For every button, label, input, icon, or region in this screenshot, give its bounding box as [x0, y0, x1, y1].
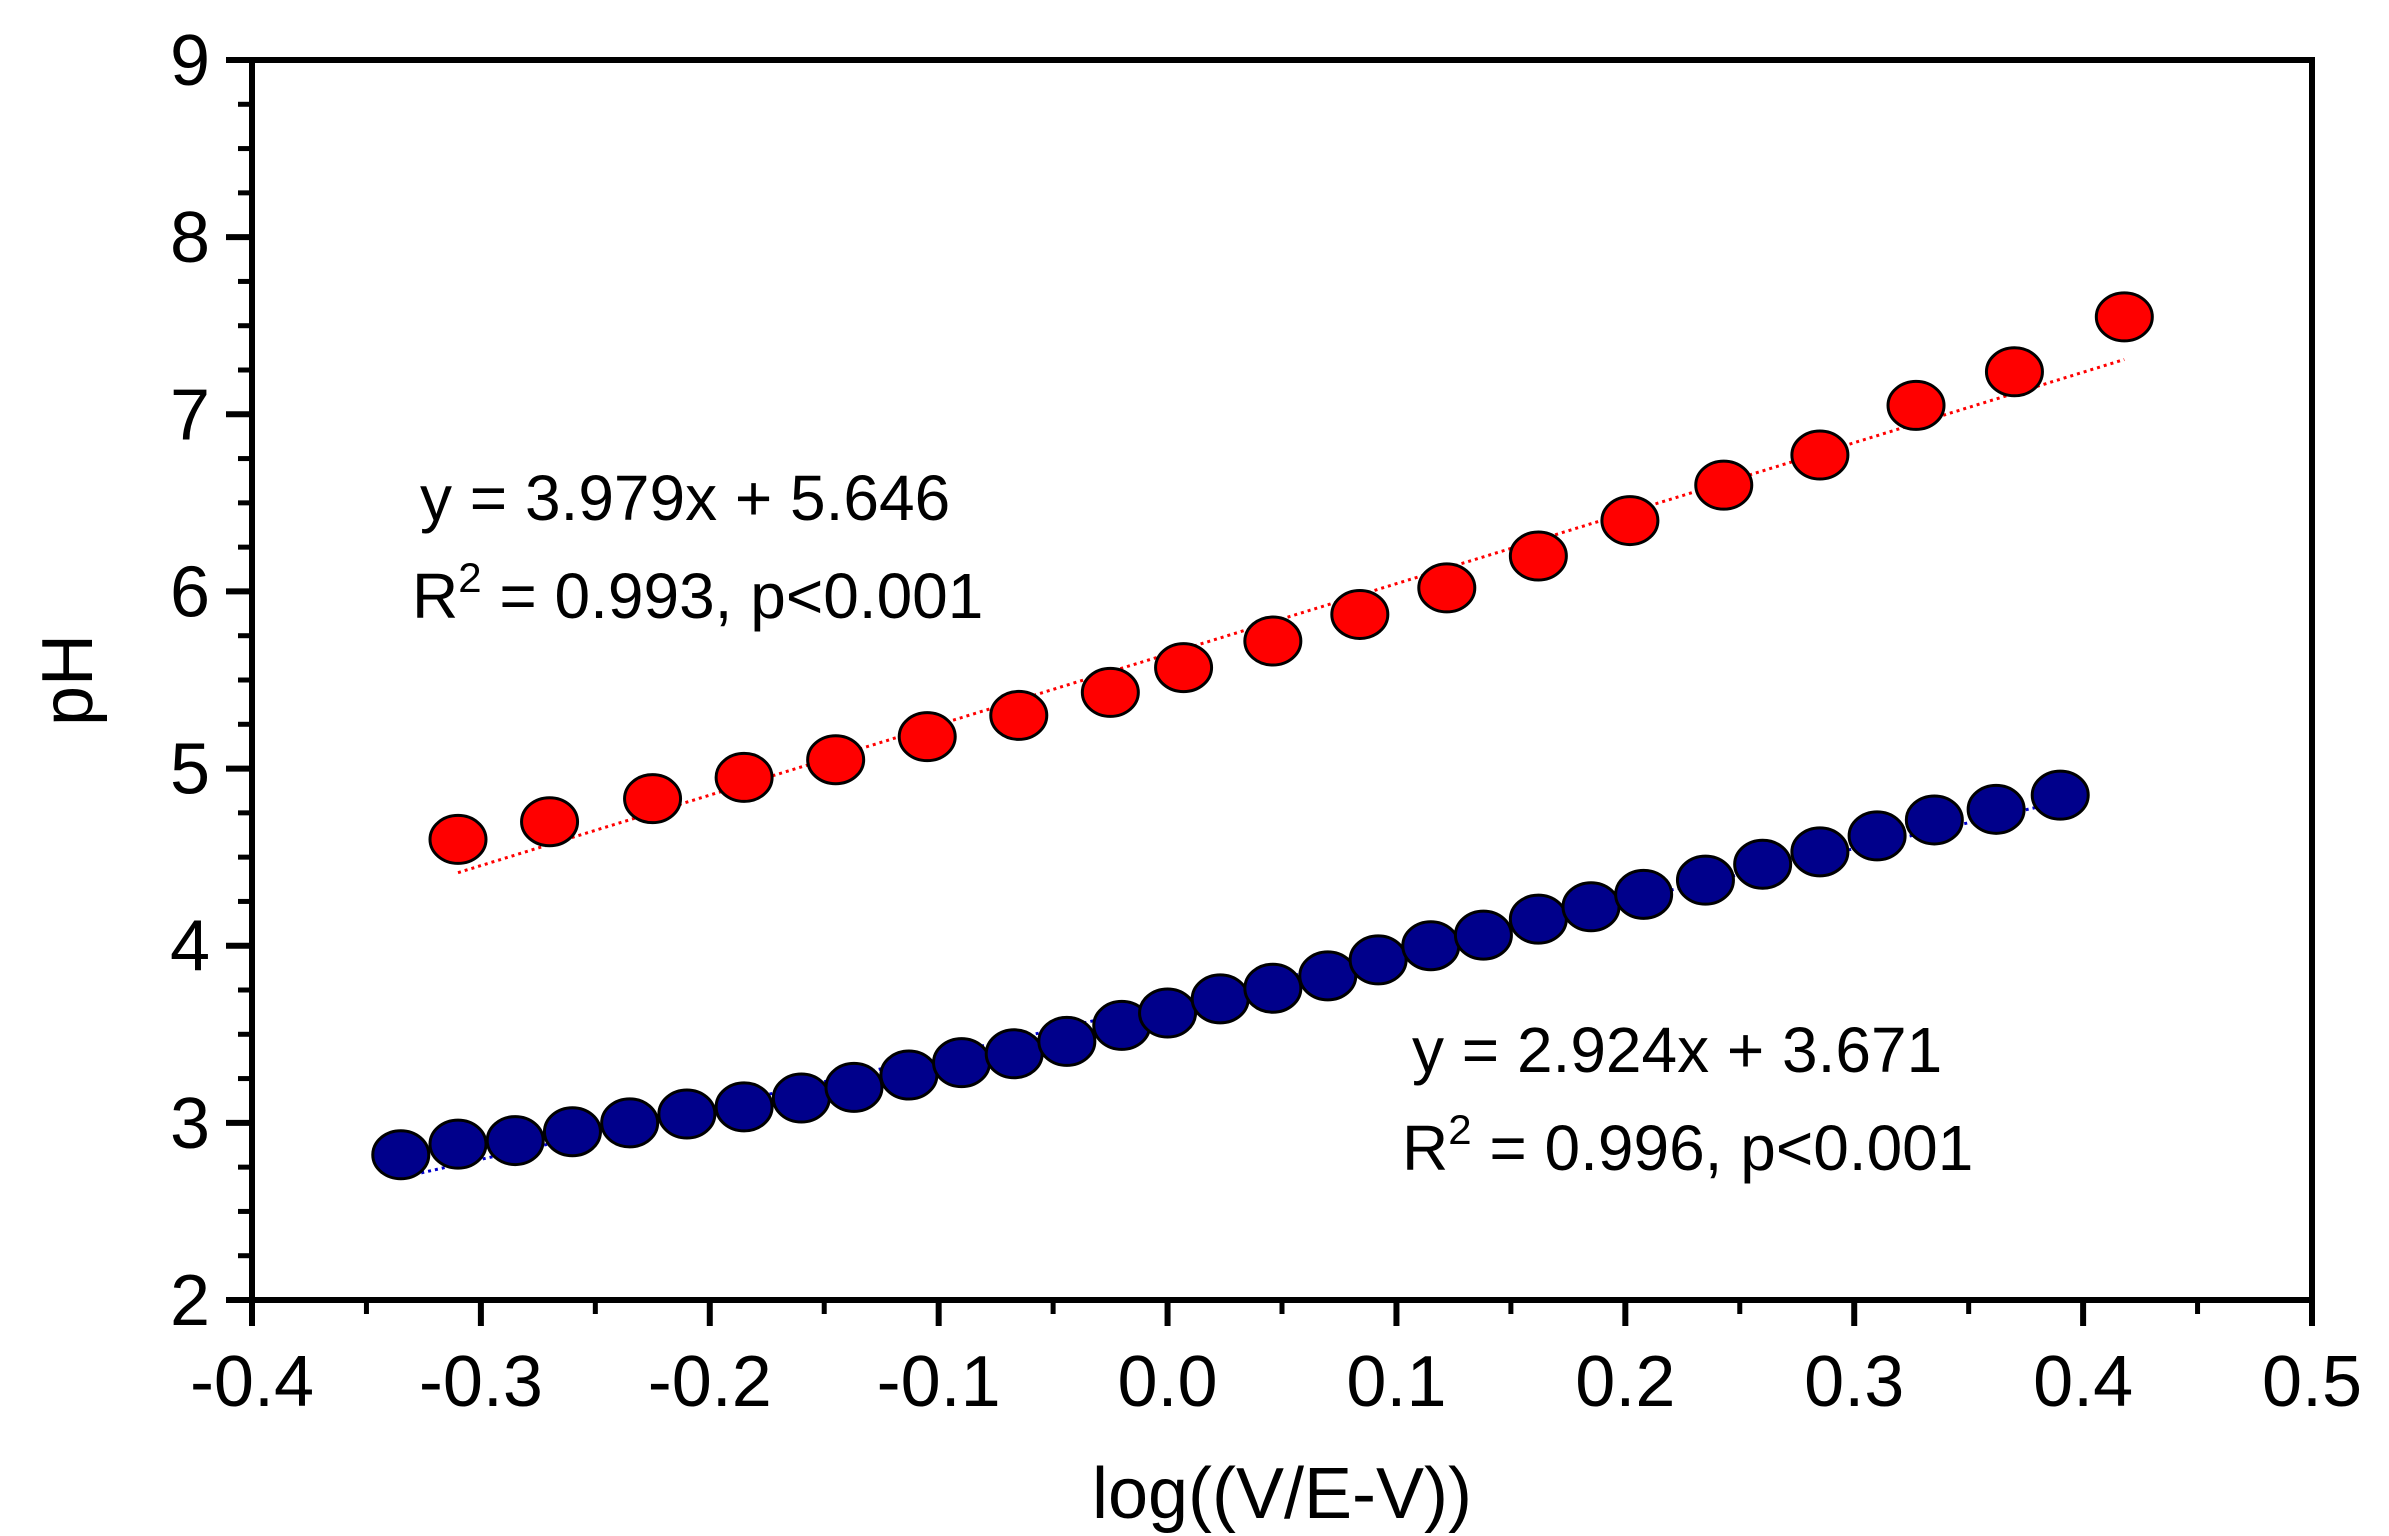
red-data-point: [2094, 291, 2154, 343]
blue-data-point: [771, 1072, 831, 1124]
blue-data-point: [714, 1081, 774, 1133]
red-data-point: [806, 734, 866, 786]
blue-r2-rest: = 0.996, p<0.001: [1472, 1112, 1974, 1184]
red-data-point: [1508, 530, 1568, 582]
blue-r2-sup: 2: [1448, 1106, 1471, 1153]
blue-data-point: [1966, 783, 2026, 835]
x-axis-title: log((V/E-V)): [1092, 1454, 1472, 1534]
blue-data-point: [1037, 1015, 1097, 1067]
y-tick-label: 4: [170, 907, 210, 987]
y-tick-label: 8: [170, 198, 210, 278]
blue-data-point: [1243, 962, 1303, 1014]
red-fit-equation: y = 3.979x + 5.646: [420, 462, 950, 534]
blue-data-point: [1298, 950, 1358, 1002]
red-data-point: [1243, 615, 1303, 667]
blue-data-point: [1190, 973, 1250, 1025]
blue-data-point: [932, 1037, 992, 1089]
blue-data-point: [657, 1088, 717, 1140]
blue-data-point: [879, 1049, 939, 1101]
blue-data-point: [600, 1097, 660, 1149]
red-r2-rest: = 0.993, p<0.001: [482, 560, 984, 632]
y-tick-label: 2: [170, 1261, 210, 1341]
red-data-point: [714, 751, 774, 803]
red-data-point: [1886, 379, 1946, 431]
blue-data-point: [824, 1061, 884, 1113]
red-data-point: [1417, 562, 1477, 614]
y-axis: 2 3 4 5 6 7 8 9: [170, 21, 252, 1341]
blue-data-point: [2030, 769, 2090, 821]
y-tick-label: 5: [170, 730, 210, 810]
blue-data-point: [1847, 810, 1907, 862]
data-points: [371, 291, 2154, 1181]
red-data-point: [623, 773, 683, 825]
blue-data-point: [1508, 893, 1568, 945]
y-tick-label: 7: [170, 375, 210, 455]
x-tick-label: 0.1: [1346, 1342, 1446, 1422]
blue-data-point: [1453, 909, 1513, 961]
blue-data-point: [1733, 838, 1793, 890]
blue-r2-prefix: R: [1402, 1112, 1448, 1184]
red-data-point: [1330, 588, 1390, 640]
y-tick-label: 3: [170, 1084, 210, 1164]
blue-data-point: [1401, 920, 1461, 972]
blue-data-point: [485, 1115, 545, 1167]
blue-data-point: [1348, 934, 1408, 986]
x-tick-label: 0.2: [1575, 1342, 1675, 1422]
blue-fit-equation: y = 2.924x + 3.671: [1412, 1014, 1942, 1086]
red-data-point: [520, 796, 580, 848]
red-r2-sup: 2: [458, 554, 481, 601]
blue-data-point: [542, 1106, 602, 1158]
blue-data-point: [1614, 868, 1674, 920]
red-r2-prefix: R: [412, 560, 458, 632]
red-data-point: [989, 689, 1049, 741]
x-tick-label: -0.4: [190, 1342, 314, 1422]
y-axis-title: pH: [28, 634, 108, 726]
blue-data-point: [1561, 881, 1621, 933]
x-tick-label: -0.1: [877, 1342, 1001, 1422]
red-data-point: [1154, 642, 1214, 694]
blue-data-point: [1675, 854, 1735, 906]
red-data-point: [428, 813, 488, 865]
blue-data-point: [1790, 826, 1850, 878]
red-data-point: [897, 711, 957, 763]
red-data-point: [1790, 429, 1850, 481]
x-tick-label: -0.3: [419, 1342, 543, 1422]
x-tick-label: -0.2: [648, 1342, 772, 1422]
red-data-point: [1984, 346, 2044, 398]
red-data-point: [1080, 666, 1140, 718]
blue-fit-r2: R2 = 0.996, p<0.001: [1402, 1106, 1973, 1184]
blue-data-point: [1904, 794, 1964, 846]
blue-data-point: [984, 1028, 1044, 1080]
x-tick-label: 0.5: [2262, 1342, 2362, 1422]
y-tick-label: 6: [170, 552, 210, 632]
x-tick-label: 0.3: [1804, 1342, 1904, 1422]
red-fit-r2: R2 = 0.993, p<0.001: [412, 554, 983, 632]
y-tick-label: 9: [170, 21, 210, 101]
red-data-point: [1694, 459, 1754, 511]
blue-data-point: [428, 1118, 488, 1170]
x-tick-label: 0.0: [1118, 1342, 1218, 1422]
blue-data-point: [1138, 987, 1198, 1039]
x-tick-label: 0.4: [2033, 1342, 2133, 1422]
red-data-point: [1600, 495, 1660, 547]
x-axis: -0.4 -0.3 -0.2 -0.1 0.0 0.1 0.2 0.3 0.4 0.5: [190, 1300, 2362, 1422]
blue-data-point: [371, 1129, 431, 1181]
